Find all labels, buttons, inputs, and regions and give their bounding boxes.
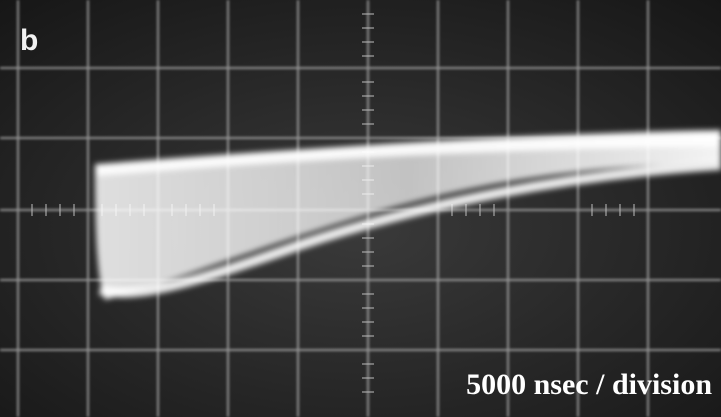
trace <box>95 130 721 300</box>
caption: 5000 nsec / division <box>466 368 712 401</box>
panel-label: b <box>20 24 38 57</box>
